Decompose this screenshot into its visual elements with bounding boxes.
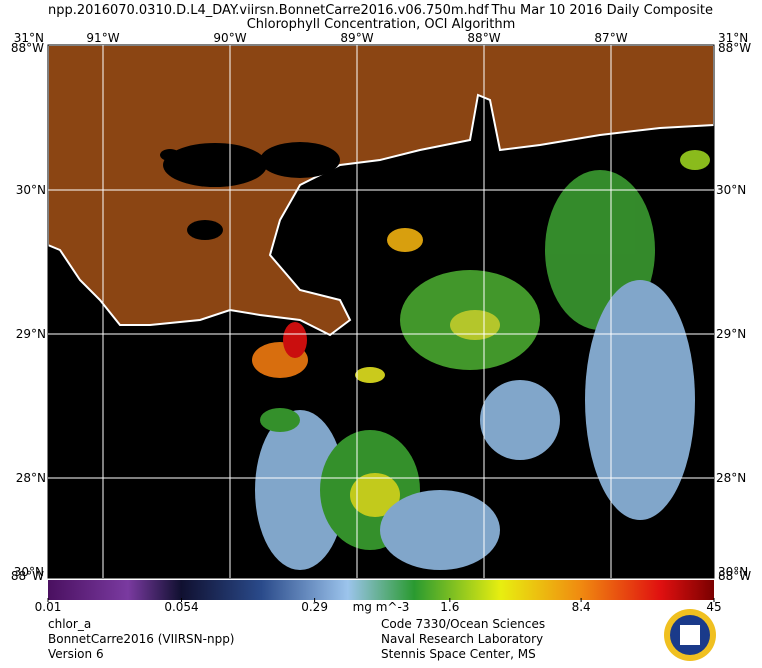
- corner-label: 88°W: [718, 569, 751, 583]
- nrl-logo: [664, 609, 716, 661]
- footer-left: chlor_a: [48, 617, 91, 631]
- corner-label: 88°W: [11, 41, 44, 55]
- footer-left: Version 6: [48, 647, 104, 661]
- footer-right: Code 7330/Ocean Sciences: [381, 617, 545, 631]
- corner-label: 31°N: [14, 31, 44, 45]
- corner-label: 30°N: [718, 565, 748, 579]
- longitude-label: 90°W: [213, 31, 246, 45]
- latitude-label: 28°N: [716, 471, 746, 485]
- latitude-label: 28°N: [16, 471, 46, 485]
- colorbar-tick-label: 0.054: [164, 600, 198, 614]
- latitude-label: 30°N: [716, 183, 746, 197]
- date: Thu Mar 10 2016 Daily Composite: [490, 3, 713, 18]
- colorbar-unit: mg m^-3: [353, 600, 410, 614]
- map-title: Chlorophyll Concentration, OCI Algorithm: [247, 17, 516, 32]
- longitude-label: 88°W: [467, 31, 500, 45]
- corner-label: 88°W: [11, 569, 44, 583]
- corner-label: 88°W: [718, 41, 751, 55]
- footer-left: BonnetCarre2016 (VIIRSN-npp): [48, 632, 235, 646]
- longitude-label: 87°W: [594, 31, 627, 45]
- latitude-label: 29°N: [16, 327, 46, 341]
- footer-right: Naval Research Laboratory: [381, 632, 543, 646]
- colorbar-tick-label: 45: [706, 600, 721, 614]
- latitude-label: 29°N: [716, 327, 746, 341]
- latitude-label: 30°N: [16, 183, 46, 197]
- colorbar-tick-label: 8.4: [572, 600, 591, 614]
- corner-label: 30°N: [14, 565, 44, 579]
- longitude-label: 91°W: [86, 31, 119, 45]
- longitude-label: 89°W: [340, 31, 373, 45]
- map-frame: [47, 44, 715, 579]
- colorbar: [48, 580, 714, 600]
- footer-right: Stennis Space Center, MS: [381, 647, 536, 661]
- map-image: [48, 45, 714, 578]
- corner-label: 31°N: [718, 31, 748, 45]
- file-name: npp.2016070.0310.D.L4_DAY.viirsn.BonnetC…: [48, 3, 489, 18]
- colorbar-tick-label: 0.01: [35, 600, 62, 614]
- colorbar-tick-label: 1.6: [440, 600, 459, 614]
- colorbar-tick-label: 0.29: [301, 600, 328, 614]
